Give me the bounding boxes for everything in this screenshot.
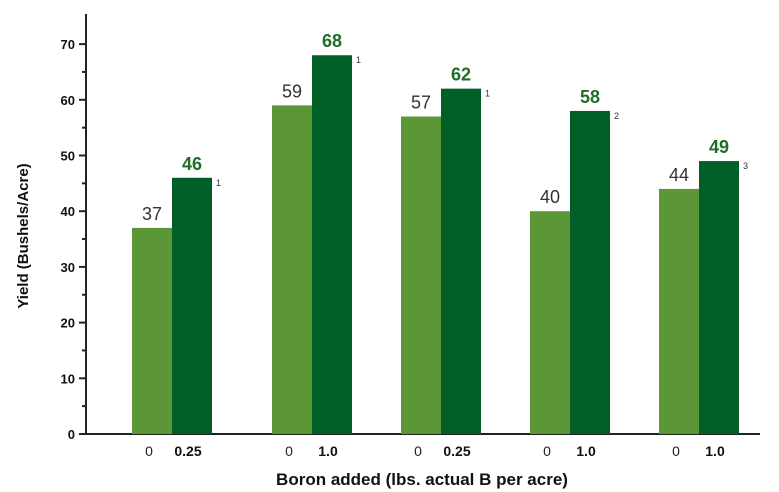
- x-tick-label-control: 0: [285, 443, 293, 459]
- data-label-treated: 49: [709, 137, 729, 157]
- data-label-treated: 68: [322, 31, 342, 51]
- bar-treated: [699, 161, 739, 434]
- x-axis-label: Boron added (lbs. actual B per acre): [276, 470, 568, 489]
- data-label-treated: 62: [451, 65, 471, 85]
- bar-treated: [441, 88, 481, 434]
- y-tick-label: 30: [61, 260, 75, 275]
- x-tick-label-treated: 1.0: [318, 443, 338, 459]
- bars: [132, 55, 739, 435]
- data-label-treated: 58: [580, 87, 600, 107]
- y-tick-label: 40: [61, 204, 75, 219]
- y-tick-label: 60: [61, 93, 75, 108]
- footnote-marker: 3: [743, 161, 748, 171]
- y-tick-label: 50: [61, 149, 75, 164]
- bar-treated: [312, 55, 352, 435]
- x-tick-label-treated: 1.0: [576, 443, 596, 459]
- y-axis-label: Yield (Bushels/Acre): [15, 163, 32, 308]
- bar-treated: [172, 177, 212, 434]
- bar-treated: [570, 110, 610, 434]
- footnote-marker: 1: [216, 178, 221, 188]
- data-label-control: 57: [411, 93, 431, 113]
- y-tick-label: 0: [68, 427, 75, 442]
- x-tick-label-treated: 1.0: [705, 443, 725, 459]
- y-tick-label: 10: [61, 371, 75, 386]
- data-label-control: 59: [282, 81, 302, 101]
- footnote-marker: 1: [485, 89, 490, 99]
- bar-control: [401, 116, 441, 434]
- bar-control: [132, 227, 172, 434]
- y-tick-label: 20: [61, 316, 75, 331]
- x-tick-label-control: 0: [145, 443, 153, 459]
- footnote-marker: 2: [614, 111, 619, 121]
- x-tick-label-control: 0: [543, 443, 551, 459]
- footnote-marker: 1: [356, 55, 361, 65]
- data-label-control: 44: [669, 165, 689, 185]
- y-tick-label: 70: [61, 37, 75, 52]
- x-tick-label-control: 0: [672, 443, 680, 459]
- data-label-control: 40: [540, 187, 560, 207]
- bar-control: [272, 105, 312, 435]
- x-tick-label-treated: 0.25: [174, 443, 201, 459]
- data-labels: 37 46 1 59 68 1 57 62 1 40 58 2 44 49 3: [142, 31, 748, 224]
- data-label-control: 37: [142, 204, 162, 224]
- x-tick-label-treated: 0.25: [443, 443, 470, 459]
- bar-control: [530, 211, 570, 434]
- bar-control: [659, 188, 699, 434]
- x-tick-label-control: 0: [414, 443, 422, 459]
- data-label-treated: 46: [182, 154, 202, 174]
